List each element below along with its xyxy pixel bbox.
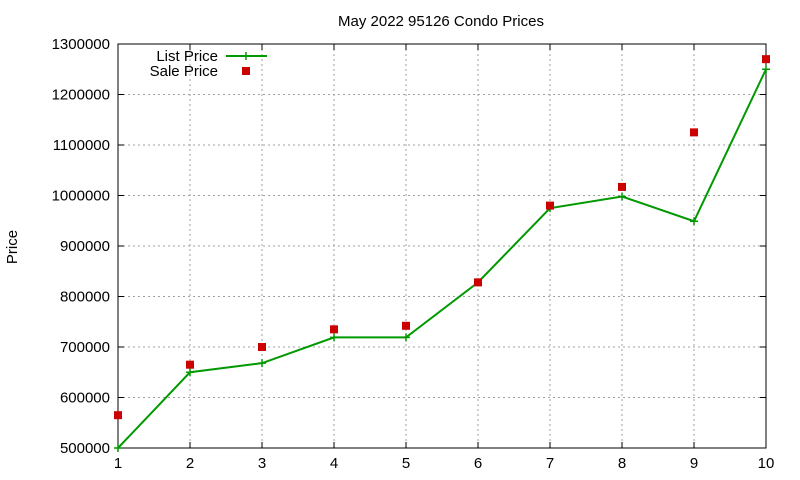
series-line [117,68,767,449]
x-tick-label: 8 [618,455,626,472]
x-tick-label: 4 [330,455,338,472]
x-tick-label: 7 [546,455,554,472]
legend-marker [242,67,250,75]
y-tick-label: 700000 [60,339,110,356]
chart-title: May 2022 95126 Condo Prices [338,13,544,30]
x-tick-label: 2 [186,455,194,472]
data-point [186,360,194,369]
x-tick-label: 10 [758,455,775,472]
data-point [330,333,338,342]
legend-label: Sale Price [150,63,218,80]
x-tick-label: 5 [402,455,410,472]
y-tick-label: 1000000 [52,188,110,205]
legend-label: List Price [156,48,218,65]
data-point [762,55,770,64]
data-point [114,444,122,452]
data-point [402,333,410,342]
series-sale-price [114,55,770,420]
data-point [690,128,698,137]
x-tick-label: 1 [114,455,122,472]
grid-lines [118,44,766,448]
x-tick-label: 9 [690,455,698,472]
data-point [114,411,122,420]
y-tick-label: 1200000 [52,87,110,104]
data-point [618,192,626,201]
legend-marker [242,52,250,60]
data-point [258,359,266,368]
data-point [618,182,626,191]
data-point [330,325,338,334]
data-point [546,201,554,210]
axes: 5000006000007000008000009000001000000110… [52,36,775,472]
y-tick-label: 1300000 [52,36,110,53]
data-point [690,217,698,226]
series-list-price [114,65,770,452]
y-tick-label: 500000 [60,440,110,457]
y-tick-label: 900000 [60,238,110,255]
data-point [186,368,194,377]
y-axis-label: Price [4,230,21,264]
data-point [474,278,482,287]
data-point [762,65,770,74]
y-tick-label: 600000 [60,390,110,407]
data-series [114,55,770,452]
x-tick-label: 3 [258,455,266,472]
y-tick-label: 800000 [60,289,110,306]
y-tick-label: 1100000 [53,137,110,154]
x-tick-label: 6 [474,455,482,472]
plot-frame [117,43,767,449]
data-point [402,321,410,330]
data-point [258,343,266,351]
